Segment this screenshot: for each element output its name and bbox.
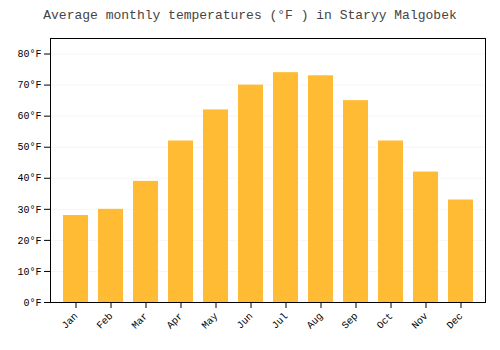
svg-text:Sep: Sep — [340, 311, 361, 332]
svg-text:May: May — [200, 311, 221, 332]
svg-text:Jun: Jun — [235, 311, 256, 332]
svg-text:80°F: 80°F — [17, 49, 41, 60]
svg-text:0°F: 0°F — [23, 298, 41, 309]
svg-text:Aug: Aug — [305, 311, 326, 332]
svg-text:Oct: Oct — [375, 311, 396, 332]
html-text:Average monthly temperatures (: Average monthly temperatures (°F ) in St… — [43, 8, 457, 23]
svg-text:Feb: Feb — [95, 311, 116, 332]
svg-text:50°F: 50°F — [17, 142, 41, 153]
svg-text:Mar: Mar — [130, 311, 151, 332]
svg-text:60°F: 60°F — [17, 111, 41, 122]
svg-text:70°F: 70°F — [17, 80, 41, 91]
svg-text:30°F: 30°F — [17, 205, 41, 216]
svg-text:Dec: Dec — [445, 311, 466, 332]
svg-text:20°F: 20°F — [17, 236, 41, 247]
svg-text:Jan: Jan — [60, 311, 81, 332]
svg-text:Nov: Nov — [410, 311, 431, 332]
svg-text:10°F: 10°F — [17, 267, 41, 278]
svg-text:Jul: Jul — [270, 311, 291, 332]
svg-text:Apr: Apr — [165, 311, 186, 332]
svg-text:40°F: 40°F — [17, 173, 41, 184]
